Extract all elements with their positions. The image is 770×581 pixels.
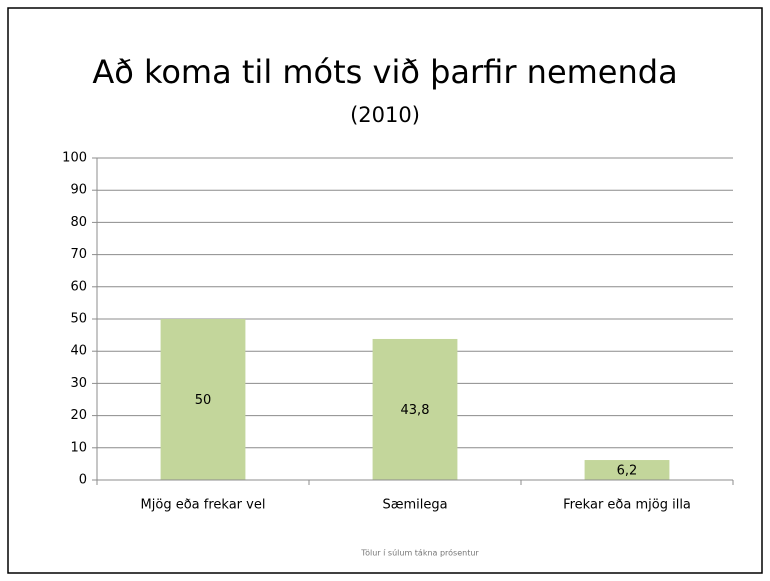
y-tick-label: 30 (70, 376, 87, 391)
y-tick-label: 20 (70, 408, 87, 423)
bar (372, 338, 458, 480)
bar (160, 319, 246, 480)
y-tick-label: 80 (70, 215, 87, 230)
y-tick-label: 40 (70, 344, 87, 359)
x-tick-label: Sæmilega (382, 498, 447, 513)
y-tick-label: 90 (70, 183, 87, 198)
y-tick-label: 0 (79, 473, 87, 488)
value-label: 6,2 (617, 464, 638, 479)
chart-border (7, 7, 763, 574)
chart-title: Að koma til móts við þarfir nemenda (92, 53, 677, 91)
value-label: 43,8 (401, 403, 430, 418)
chart-subtitle: (2010) (350, 103, 420, 127)
y-tick-label: 10 (70, 440, 87, 455)
x-tick-label: Frekar eða mjög illa (563, 498, 691, 513)
value-label: 50 (195, 393, 212, 408)
y-tick-label: 70 (70, 247, 87, 262)
footnote: Tölur í súlum tákna prósentur (360, 548, 479, 558)
y-tick-label: 60 (70, 279, 87, 294)
x-tick-label: Mjög eða frekar vel (141, 498, 266, 513)
y-tick-label: 100 (62, 151, 87, 166)
y-tick-label: 50 (70, 312, 87, 327)
bar (584, 460, 670, 480)
